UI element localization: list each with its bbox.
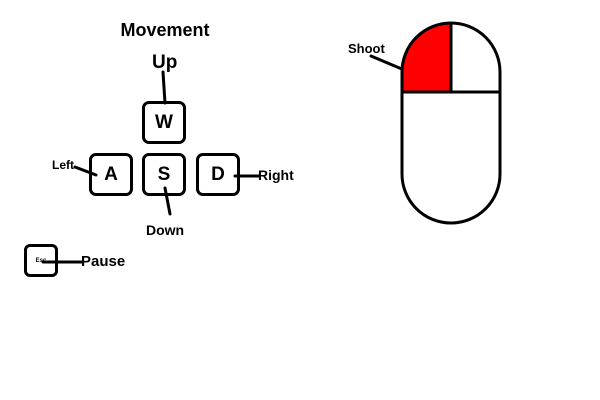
label-left: Left	[52, 158, 74, 172]
label-pause: Pause	[81, 253, 126, 270]
label-down: Down	[146, 222, 185, 238]
mouse-left-button	[402, 23, 451, 92]
pointer-left	[73, 165, 98, 177]
mouse-icon	[400, 21, 502, 225]
movement-title: Movement	[120, 20, 210, 40]
label-shoot: Shoot	[348, 41, 385, 56]
key-w: W	[142, 101, 186, 144]
pointer-up	[161, 70, 167, 105]
label-right: Right	[258, 167, 294, 183]
pointer-down	[163, 186, 172, 216]
label-up: Up	[152, 52, 178, 73]
key-a: A	[89, 153, 133, 196]
mouse-body	[400, 21, 502, 225]
key-esc: Esc	[24, 244, 58, 277]
